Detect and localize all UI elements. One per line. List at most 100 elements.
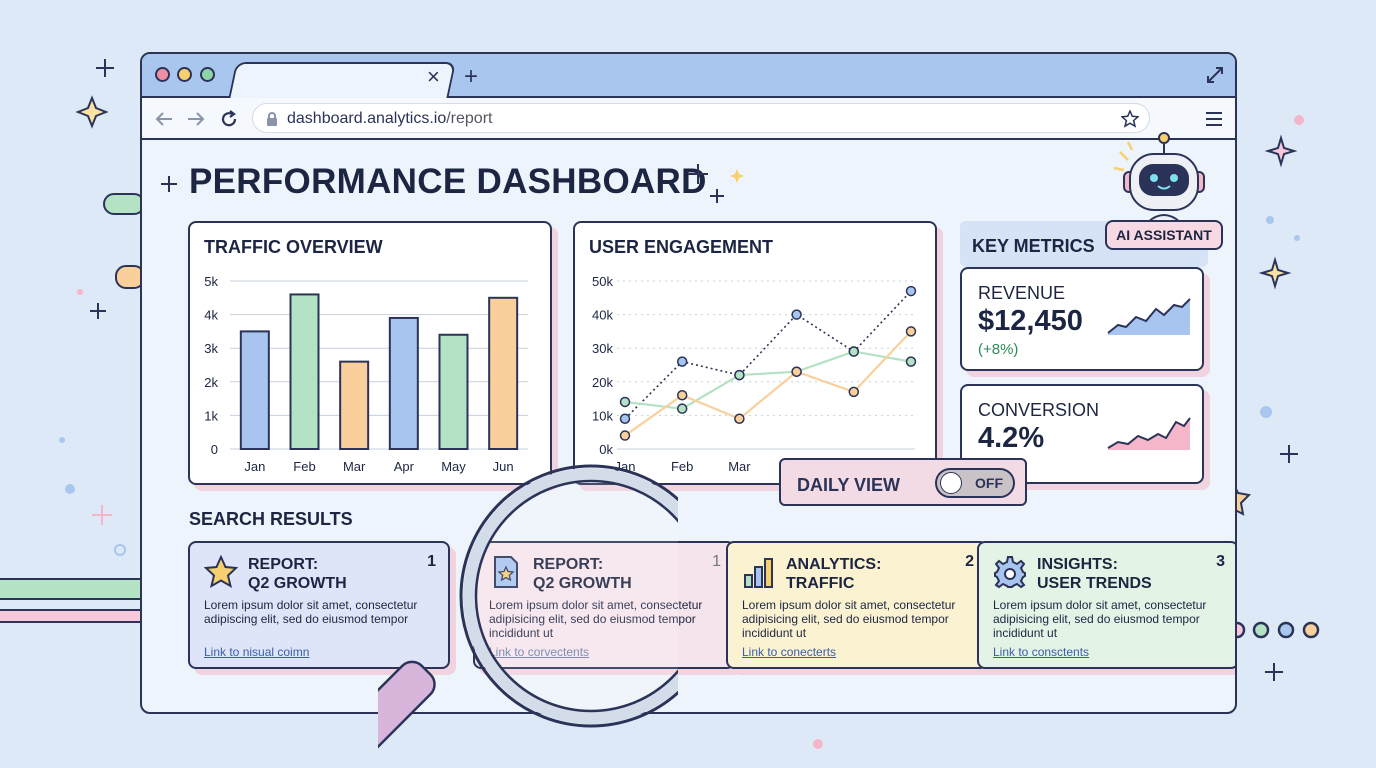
result-link[interactable]: Link to nisual coimn	[204, 645, 310, 659]
series-line	[624, 290, 912, 420]
url-input[interactable]: dashboard.analytics.io/report	[252, 103, 1150, 133]
data-point	[619, 430, 631, 441]
y-tick-label: 20k	[592, 375, 613, 390]
key-metrics-title: KEY METRICS	[972, 236, 1095, 256]
robot-assistant-icon[interactable]	[1112, 130, 1216, 222]
toggle-state-text: OFF	[975, 475, 1003, 491]
expand-icon[interactable]	[1206, 66, 1224, 84]
user-engagement-card: USER ENGAGEMENT 0k 10k 20k 30k 40k 50k Jan Feb M…	[573, 221, 937, 485]
y-tick-label: 30k	[592, 341, 613, 356]
x-tick-label: Feb	[293, 459, 315, 474]
result-link[interactable]: Link to consctents	[993, 645, 1090, 659]
search-result-card[interactable]: REPORT: Q2 GROWTH 1 Lorem ipsum dolor si…	[473, 541, 735, 669]
lock-icon	[267, 112, 277, 126]
forward-icon[interactable]	[186, 109, 206, 129]
y-tick-label: 1k	[204, 408, 218, 423]
result-link[interactable]: Link to corvectents	[489, 645, 589, 659]
traffic-bar-chart: 0 1k 2k 3k 4k 5k Jan Feb Mar Apr May Jun	[204, 274, 528, 474]
minimize-window-dot[interactable]	[177, 67, 192, 82]
toggle-knob	[940, 472, 962, 494]
data-point	[734, 413, 745, 425]
url-text: dashboard.analytics.io/report	[287, 110, 493, 127]
data-point	[791, 366, 802, 377]
bar	[488, 296, 519, 450]
bar-chart-icon	[744, 558, 773, 588]
x-tick-label: Mar	[343, 459, 366, 474]
browser-tab[interactable]	[227, 62, 457, 100]
daily-view-label: DAILY VIEW	[797, 475, 901, 495]
y-tick-label: 40k	[592, 308, 613, 323]
revenue-value: $12,450	[978, 305, 1083, 337]
daily-view-toggle[interactable]: OFF	[935, 468, 1015, 498]
magnifying-glass-icon	[378, 464, 678, 758]
y-tick-label: 0	[211, 442, 218, 457]
address-bar: dashboard.analytics.io/report	[142, 98, 1235, 140]
data-point	[676, 356, 688, 367]
ai-assistant-badge[interactable]: AI ASSISTANT	[1105, 220, 1223, 250]
data-point	[734, 369, 745, 381]
reload-icon[interactable]	[219, 109, 239, 129]
result-rank: 1	[427, 553, 436, 570]
search-result-card[interactable]: ANALYTICS: TRAFFIC 2 Lorem ipsum dolor s…	[726, 541, 988, 669]
data-point	[848, 386, 860, 398]
bar	[339, 360, 370, 450]
result-link[interactable]: Link to conecterts	[742, 645, 837, 659]
series-line	[624, 330, 912, 437]
x-tick-label: Feb	[671, 459, 693, 474]
data-point	[619, 396, 631, 408]
daily-view-panel: DAILY VIEW OFF	[779, 458, 1027, 506]
bar	[239, 330, 270, 450]
traffic-overview-card: TRAFFIC OVERVIEW 0 1k 2k 3k 4k 5k Jan Feb Mar Apr…	[188, 221, 552, 485]
revenue-metric-card: REVENUE $12,450 (+8%)	[960, 267, 1204, 371]
x-tick-label: Apr	[394, 459, 415, 474]
data-point	[619, 413, 631, 425]
x-tick-label: Jan	[244, 459, 265, 474]
result-rank: 2	[965, 553, 974, 570]
data-point	[848, 346, 860, 357]
menu-icon[interactable]	[1205, 111, 1223, 127]
bookmark-star-icon[interactable]	[1121, 110, 1139, 128]
x-tick-label: Mar	[728, 459, 751, 474]
revenue-delta: (+8%)	[978, 341, 1019, 358]
tab-close-button[interactable]: ×	[427, 64, 440, 89]
sparkle-decoration	[688, 164, 744, 203]
result-snippet: Lorem ipsum dolor sit amet, consectetur …	[204, 598, 418, 626]
search-result-card[interactable]: REPORT: Q2 GROWTH 1 Lorem ipsum dolor si…	[188, 541, 450, 669]
title-bar: × +	[142, 54, 1235, 100]
new-tab-button[interactable]: +	[464, 63, 479, 90]
result-title: REPORT: Q2 GROWTH	[248, 556, 347, 592]
browser-window: × + dashboard.analytics.io/report	[140, 52, 1237, 714]
y-tick-label: 0k	[599, 442, 613, 457]
result-title: ANALYTICS: TRAFFIC	[786, 556, 882, 592]
result-snippet: Lorem ipsum dolor sit amet, consectetur …	[993, 598, 1207, 640]
data-point	[905, 356, 917, 367]
search-result-card[interactable]: INSIGHTS: USER TRENDS 3 Lorem ipsum dolo…	[977, 541, 1235, 669]
back-icon[interactable]	[154, 109, 174, 129]
conversion-sparkline	[1107, 417, 1191, 450]
bar	[438, 333, 469, 450]
gear-icon	[994, 556, 1026, 589]
y-tick-label: 4k	[204, 308, 218, 323]
page-title: PERFORMANCE DASHBOARD	[189, 162, 707, 201]
result-title: INSIGHTS: USER TRENDS	[1037, 556, 1152, 592]
revenue-sparkline	[1107, 298, 1191, 335]
result-title: REPORT: Q2 GROWTH	[533, 555, 632, 593]
close-window-dot[interactable]	[155, 67, 170, 82]
y-tick-label: 50k	[592, 274, 613, 289]
data-point	[676, 389, 688, 401]
x-tick-label: May	[441, 459, 466, 474]
result-rank: 3	[1216, 553, 1225, 570]
maximize-window-dot[interactable]	[200, 67, 215, 82]
star-icon	[204, 555, 238, 589]
traffic-overview-title: TRAFFIC OVERVIEW	[204, 237, 383, 257]
y-tick-label: 5k	[204, 274, 218, 289]
data-point	[905, 285, 917, 297]
data-point	[791, 309, 802, 320]
bar	[388, 316, 419, 450]
search-results-title: SEARCH RESULTS	[189, 509, 353, 529]
plus-sparkle-icon	[161, 176, 177, 192]
bar	[289, 293, 320, 450]
result-rank: 1	[712, 553, 721, 570]
data-point	[676, 403, 688, 414]
y-tick-label: 3k	[204, 341, 218, 356]
